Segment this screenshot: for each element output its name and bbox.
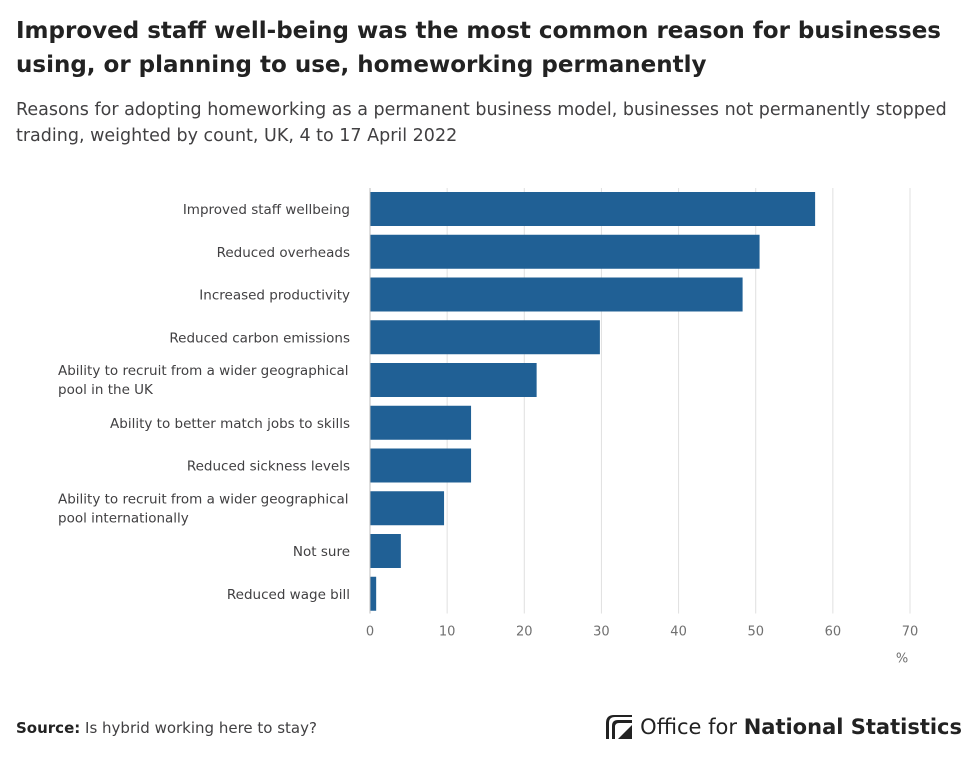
bar: [370, 448, 472, 483]
ons-logo-text-light: Office for: [640, 715, 744, 739]
bar: [370, 363, 537, 397]
category-label: Ability to recruit from a wider geograph…: [58, 491, 349, 507]
category-label: Reduced overheads: [217, 245, 350, 261]
x-tick-label: 20: [516, 625, 533, 640]
bar: [370, 320, 600, 355]
category-label: pool in the UK: [58, 382, 154, 398]
bar: [370, 277, 743, 312]
category-label: Increased productivity: [199, 288, 350, 304]
x-tick-label: 60: [825, 625, 842, 640]
source-label: Source:: [16, 719, 81, 737]
x-tick-label: 0: [366, 625, 374, 640]
x-tick-label: 10: [439, 625, 456, 640]
x-tick-label: 40: [670, 625, 687, 640]
bar: [370, 491, 445, 526]
x-tick-label: 30: [593, 625, 610, 640]
chart-title: Improved staff well-being was the most c…: [16, 18, 941, 78]
x-axis-unit-label: %: [896, 652, 908, 667]
category-label: Improved staff wellbeing: [183, 202, 350, 218]
ons-logo[interactable]: Office for National Statistics: [604, 712, 962, 742]
source-text: Is hybrid working here to stay?: [85, 719, 317, 737]
ons-logo-text-bold: National Statistics: [743, 715, 962, 739]
source-note: Source: Is hybrid working here to stay?: [16, 719, 317, 737]
chart-subtitle: Reasons for adopting homeworking as a pe…: [16, 100, 947, 146]
bar: [370, 576, 377, 611]
category-label: Not sure: [293, 544, 350, 560]
category-label: Reduced wage bill: [227, 587, 350, 603]
ons-logo-icon: [606, 715, 633, 739]
bar-chart: 0 10 20 30 40 50 60 70% Improved staff wellbeing…: [58, 188, 919, 667]
category-label: Reduced carbon emissions: [169, 330, 350, 346]
category-label: Ability to better match jobs to skills: [110, 416, 350, 432]
bar: [370, 405, 472, 440]
bar: [370, 192, 816, 226]
x-tick-label: 50: [747, 625, 764, 640]
category-label: pool internationally: [58, 510, 189, 526]
bar: [370, 534, 401, 568]
x-tick-label: 70: [902, 625, 919, 640]
bar: [370, 234, 760, 269]
category-label: Ability to recruit from a wider geograph…: [58, 363, 349, 379]
category-label: Reduced sickness levels: [187, 459, 350, 475]
ons-logo-text: Office for National Statistics: [640, 715, 962, 739]
